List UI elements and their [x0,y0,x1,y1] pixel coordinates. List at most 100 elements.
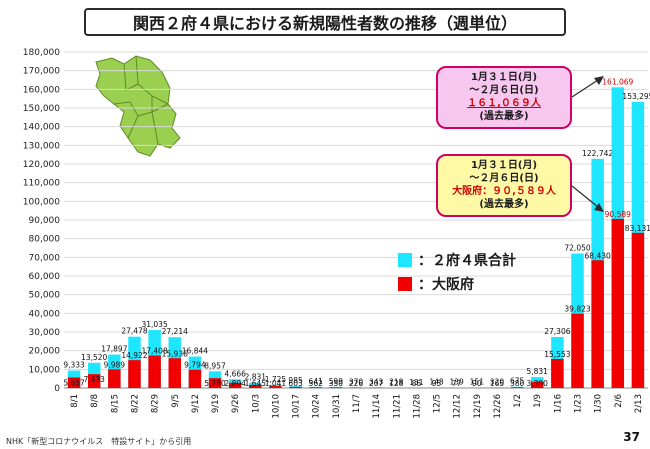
bar-osaka [168,358,182,388]
y-tick-label: 50,000 [29,291,61,301]
data-label-osaka: 15,936 [162,349,188,358]
data-label-total: 9,333 [63,361,85,370]
bar-osaka [249,384,262,388]
x-tick-label: 1/2 [513,394,523,408]
bar-osaka [309,387,322,388]
data-label-total: 27,214 [162,327,188,336]
kansai-map-icon [95,55,181,157]
data-label-total: 27,478 [121,327,147,336]
y-tick-label: 180,000 [23,48,60,58]
chart-gridlines [64,51,648,389]
x-tick-label: 2/13 [634,394,644,413]
x-tick-label: 8/15 [110,394,120,413]
x-tick-label: 1/30 [594,394,604,413]
bar-osaka [530,381,544,388]
x-tick-label: 11/7 [352,394,362,413]
chart-title: 関西２府４県における新規陽性者数の推移（週単位） [84,8,566,36]
callout-total-line4: (過去最多) [479,111,529,122]
data-label-osaka: 90 [472,379,482,388]
bar-osaka [329,387,343,388]
data-label-osaka: 603 [288,379,303,388]
bar-osaka [611,218,625,388]
x-tick-label: 12/26 [493,394,503,419]
y-tick-label: 120,000 [23,160,60,170]
data-label-total: 4,666 [224,369,246,378]
callout-total-line1: 1月３１日(月) [470,72,538,83]
data-label-osaka: 128 [389,379,404,388]
data-label-osaka: 380 [510,379,525,388]
data-label-osaka: 1,041 [265,379,287,388]
callout-total-line3: １６１,０６９人 [467,98,541,109]
bar-osaka [551,358,564,388]
x-tick-label: 10/3 [251,394,261,413]
legend-item-total: ：２府４県合計 [398,248,516,272]
data-label-osaka: 9,794 [184,361,206,370]
x-tick-label: 8/1 [70,394,80,408]
data-label-total: 16,844 [182,347,208,356]
data-label-osaka: 39,823 [564,305,590,314]
data-label-osaka: 5,657 [63,378,85,387]
data-label-total: 8,957 [204,361,226,370]
y-tick-label: 160,000 [23,85,60,95]
data-label-total: 31,035 [141,320,167,329]
x-tick-label: 11/21 [392,394,402,419]
callout-total-record: 1月３１日(月) ～２月６日(日) １６１,０６９人 (過去最多) [436,66,572,129]
x-tick-label: 1/9 [533,394,543,408]
bar-osaka [208,378,222,388]
x-tick-label: 9/12 [191,394,201,413]
data-label-osaka: 17,408 [141,347,167,356]
data-label-total: 72,050 [564,244,590,253]
data-label-osaka: 14,922 [121,351,147,360]
bar-osaka [571,313,584,388]
callout-osaka-line3: 大阪府：９０,５８９人 [452,186,556,197]
data-label-osaka: 83,131 [625,224,650,233]
callout-osaka-line2: ～２月６日(日) [469,173,539,184]
y-tick-label: 80,000 [29,235,61,245]
data-label-osaka: 90,589 [605,210,631,219]
bar-osaka [67,377,81,388]
x-tick-label: 8/22 [130,394,140,413]
data-label-total: 148 [429,378,444,387]
x-tick-label: 8/8 [90,394,100,408]
y-tick-label: 140,000 [23,123,60,133]
x-tick-label: 8/29 [151,394,161,413]
callout-total-line2: ～２月６日(日) [469,85,539,96]
callout-osaka-line1: 1月３１日(月) [470,160,538,171]
bar-osaka [289,386,302,388]
bar-osaka [108,369,121,388]
data-label-osaka: 7,433 [83,375,105,384]
data-label-osaka: 1,645 [245,379,267,388]
data-label-total: 13,520 [81,353,107,362]
data-label-total: 985 [288,376,303,385]
y-tick-label: 20,000 [29,347,61,357]
data-label-osaka: 9,989 [104,360,126,369]
legend-swatch-osaka [398,277,412,291]
data-label-osaka: 165 [490,379,505,388]
data-label-osaka: 95 [432,379,442,388]
x-tick-label: 1/23 [574,394,584,413]
bar-osaka [188,369,202,388]
legend-swatch-total [398,253,412,267]
data-label-total: 122,742 [582,149,613,158]
data-label-osaka: 3,390 [526,379,548,388]
x-tick-label: 2/6 [614,394,624,408]
bar-osaka [591,260,604,388]
legend-item-osaka: ：大阪府 [398,272,516,296]
x-tick-label: 11/28 [412,394,422,419]
page-number: 37 [623,430,640,444]
y-tick-label: 100,000 [23,197,60,207]
x-tick-label: 12/12 [453,394,463,419]
y-tick-label: 110,000 [23,179,60,189]
data-label-osaka: 15,553 [544,350,570,359]
y-tick-label: 170,000 [23,67,60,77]
data-label-total: 641 [309,377,324,386]
y-tick-label: 70,000 [29,253,61,263]
bar-osaka [631,232,645,388]
data-label-total: 151 [470,378,485,387]
bar-osaka [87,374,101,388]
bar-osaka [128,360,141,388]
x-tick-label: 1/16 [553,394,563,413]
data-label-osaka: 362 [309,379,324,388]
x-tick-label: 10/17 [292,394,302,419]
